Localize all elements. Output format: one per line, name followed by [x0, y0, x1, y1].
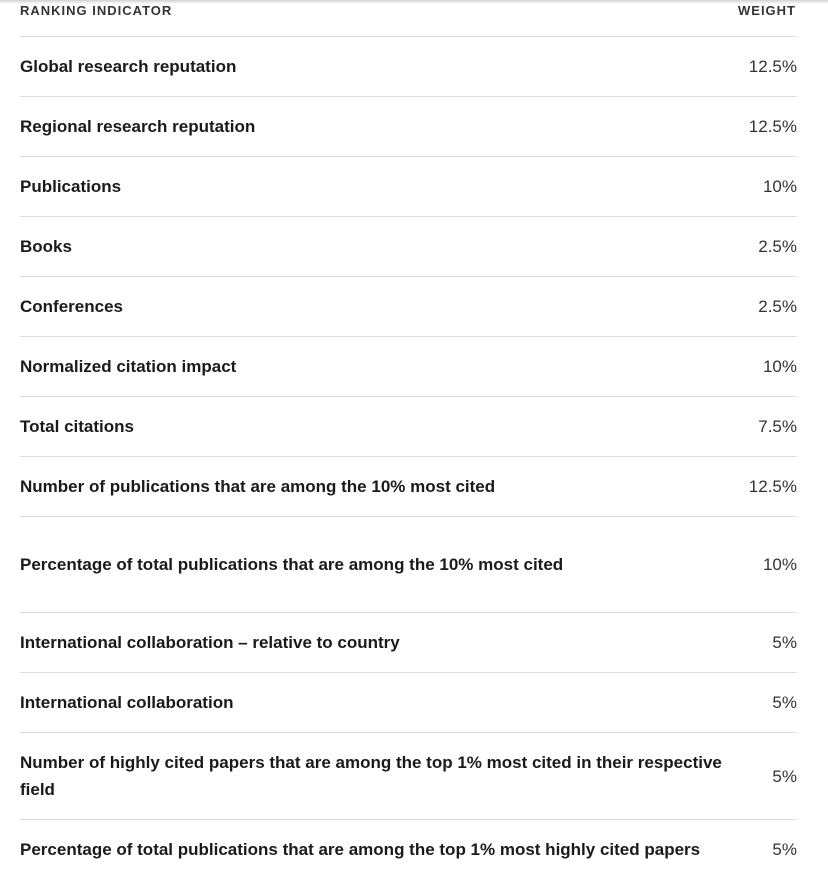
indicator-weight: 2.5%	[758, 237, 797, 256]
table-row: Normalized citation impact 10%	[20, 337, 797, 397]
table-row: Conferences 2.5%	[20, 277, 797, 337]
indicator-name: International collaboration – relative t…	[20, 633, 400, 652]
indicator-weight: 10%	[762, 555, 797, 574]
indicator-weight: 5%	[772, 839, 797, 859]
table-header: RANKING INDICATOR WEIGHT	[20, 0, 797, 37]
indicator-weight: 2.5%	[758, 297, 797, 316]
indicator-weight: 5%	[772, 693, 797, 712]
table-row: Regional research reputation 12.5%	[20, 97, 797, 157]
indicator-name: Percentage of total publications that ar…	[20, 555, 564, 574]
table-row: International collaboration 5%	[20, 673, 797, 733]
indicator-weight: 10%	[762, 357, 797, 376]
table-row: Publications 10%	[20, 157, 797, 217]
indicator-weight: 5%	[772, 633, 797, 652]
table-row: Percentage of total publications that ar…	[20, 517, 797, 613]
table-row: International collaboration – relative t…	[20, 613, 797, 673]
column-header-indicator: RANKING INDICATOR	[20, 3, 173, 18]
indicator-name: Publications	[20, 177, 122, 196]
indicator-weight: 10%	[762, 177, 797, 196]
indicator-weight: 7.5%	[758, 417, 797, 436]
top-shadow-divider	[0, 0, 828, 4]
indicator-name: Normalized citation impact	[20, 357, 237, 376]
indicator-weight: 5%	[772, 766, 797, 786]
indicator-name: Conferences	[20, 297, 123, 316]
indicator-name: Percentage of total publications that ar…	[20, 839, 701, 859]
indicator-name: Number of highly cited papers that are a…	[20, 753, 722, 799]
indicator-name: Number of publications that are among th…	[20, 477, 496, 496]
ranking-indicators-table: RANKING INDICATOR WEIGHT Global research…	[20, 0, 797, 878]
table-row: Total citations 7.5%	[20, 397, 797, 457]
indicator-name: Books	[20, 237, 72, 256]
column-header-weight: WEIGHT	[738, 3, 796, 18]
table-row: Number of highly cited papers that are a…	[20, 733, 797, 820]
indicator-name: International collaboration	[20, 693, 234, 712]
table-row: Books 2.5%	[20, 217, 797, 277]
indicator-weight: 12.5%	[748, 57, 797, 76]
indicator-weight: 12.5%	[748, 117, 797, 136]
indicator-name: Global research reputation	[20, 57, 237, 76]
table-row: Number of publications that are among th…	[20, 457, 797, 517]
indicator-name: Regional research reputation	[20, 117, 256, 136]
indicator-name: Total citations	[20, 417, 134, 436]
table-row: Global research reputation 12.5%	[20, 37, 797, 97]
table-row: Percentage of total publications that ar…	[20, 820, 797, 878]
indicator-weight: 12.5%	[748, 477, 797, 496]
